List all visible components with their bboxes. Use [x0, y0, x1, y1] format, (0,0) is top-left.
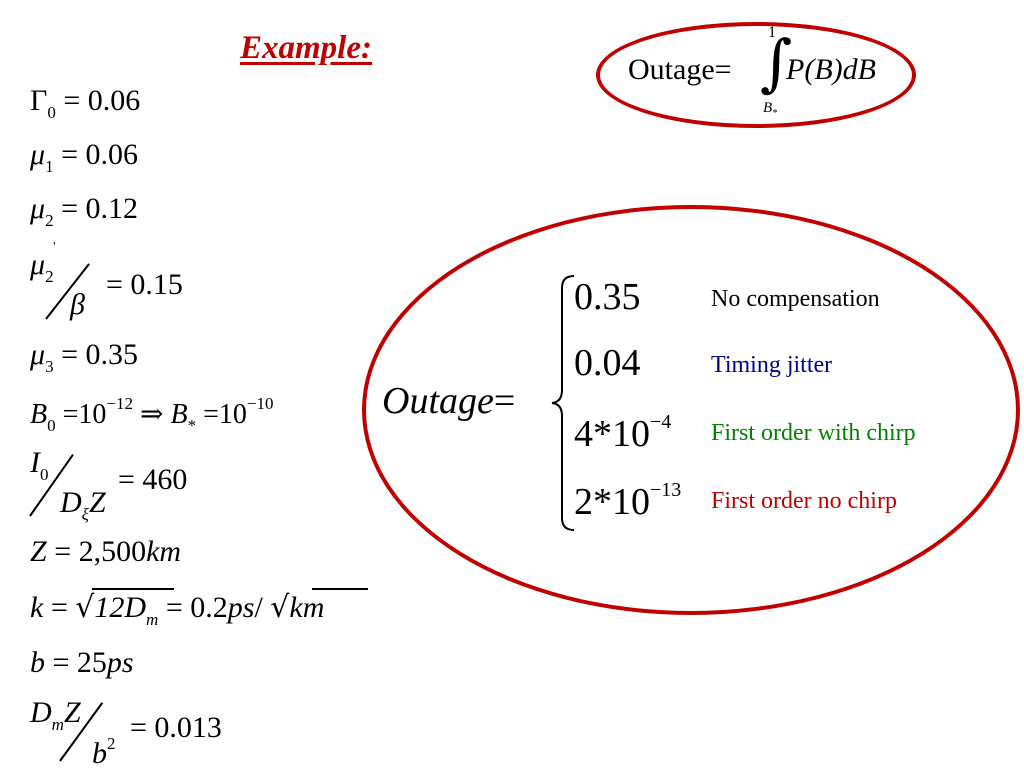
z-symbol: Z: [88, 486, 106, 519]
param-k: k = √12Dm = 0.2ps/ √km: [30, 590, 325, 629]
outage-case-value-text: 0.04: [574, 342, 641, 384]
gamma-subscript: 0: [47, 103, 56, 122]
mu-subscript: 1: [45, 157, 54, 176]
i0-numerator: I0: [30, 446, 49, 484]
i0-value: = 460: [118, 463, 188, 496]
b-unit: ps: [106, 646, 134, 679]
dm-subscript: m: [51, 715, 64, 734]
dmz-denominator: b2: [92, 735, 116, 769]
integral-upper-limit: 1: [768, 24, 776, 41]
outage-cases-ellipse: [362, 205, 1020, 615]
gamma0-value: = 0.06: [63, 84, 141, 117]
mu-subscript: 2: [45, 211, 54, 230]
outage-case-label: First order with chirp: [711, 420, 916, 446]
outage-case-value: 0.04: [574, 344, 641, 382]
dmz-numerator: DmZ: [30, 696, 81, 734]
k-radicand: 12D: [94, 591, 147, 624]
b0-symbol: B: [30, 399, 48, 430]
b-value: = 25: [52, 646, 107, 679]
implies-arrow: ⇒: [140, 399, 164, 430]
bstar-exponent: −10: [246, 394, 274, 413]
k-value: = 0.2: [165, 591, 228, 624]
slide-title: Example:: [240, 30, 372, 66]
integrand: P(B)dB: [786, 53, 876, 86]
mu2prime-numerator: μ2: [30, 248, 54, 286]
beta-denominator: β: [70, 288, 85, 321]
z-symbol: Z: [30, 535, 47, 568]
dm-subscript: m: [146, 610, 159, 629]
dmz-value: = 0.013: [130, 711, 222, 744]
i0-denominator: DξZ: [60, 486, 106, 524]
outage-label: Outage: [382, 380, 494, 422]
mu-symbol: μ: [30, 138, 46, 171]
outage-equals: =: [493, 380, 516, 422]
k-unit: ps: [227, 591, 255, 624]
mu-subscript: 3: [45, 357, 54, 376]
integral-sign: ∫: [760, 26, 793, 99]
bstar-subscript: *: [187, 416, 197, 435]
outage-case-exponent: −4: [650, 411, 672, 433]
left-brace: [551, 275, 575, 531]
bstar-equals: =10: [203, 399, 247, 430]
mu2prime-value: = 0.15: [106, 268, 183, 301]
outage-case-label: No compensation: [711, 286, 880, 312]
z-symbol: Z: [63, 696, 81, 729]
b0-exponent: −12: [106, 394, 133, 413]
b-exponent: 2: [107, 734, 116, 753]
k-slash: /: [254, 591, 263, 624]
mu-symbol: μ: [30, 338, 46, 371]
z-value: = 2,500: [54, 535, 147, 568]
outage-case-label: First order no chirp: [711, 488, 897, 514]
b0-equals: =10: [62, 399, 107, 430]
outage-case-value: 2*10−13: [574, 480, 681, 521]
b0-subscript: 0: [47, 416, 56, 435]
param-mu3: μ3 = 0.35: [30, 338, 138, 376]
param-mu2: μ2 = 0.12: [30, 192, 138, 230]
outage-case-value: 0.35: [574, 278, 641, 316]
sqrt-vinculum: [92, 588, 174, 590]
outage-integral-lhs-text: Outage: [628, 53, 715, 86]
d-symbol: D: [30, 696, 52, 729]
xi-subscript: ξ: [81, 505, 89, 524]
k-radicand-unit: km: [289, 591, 325, 624]
param-b: b = 25ps: [30, 648, 134, 678]
prime-mark: ': [53, 240, 56, 255]
integral-lower-limit-text: B: [763, 100, 773, 116]
outage-case-value: 4*10−4: [574, 412, 671, 453]
outage-integral-lhs: Outage=: [628, 55, 732, 85]
b-symbol: b: [30, 646, 45, 679]
param-mu1: μ1 = 0.06: [30, 138, 138, 176]
outage-case-value-text: 4*10: [574, 413, 650, 455]
i0-symbol: I: [30, 446, 40, 479]
param-z: Z = 2,500km: [30, 537, 181, 567]
integral-lower-limit-sub: *: [772, 108, 778, 119]
outage-case-value-text: 2*10: [574, 481, 650, 523]
outage-integral-eq: =: [714, 53, 732, 86]
mu1-value: = 0.06: [61, 138, 138, 171]
sqrt-sign: √: [270, 590, 290, 625]
integral-lower-limit: B*: [763, 100, 777, 119]
mu3-value: = 0.35: [61, 338, 138, 371]
outage-integral-ellipse: [596, 22, 916, 128]
sqrt-sign: √: [75, 590, 95, 625]
sqrt-vinculum: [312, 588, 368, 590]
mu-subscript: 2: [45, 267, 54, 286]
bstar-symbol: B: [170, 399, 188, 430]
outage-case-value-text: 0.35: [574, 276, 641, 318]
gamma-symbol: Γ: [30, 84, 48, 117]
z-unit: km: [146, 535, 182, 568]
k-symbol: k: [30, 591, 44, 624]
d-symbol: D: [60, 486, 82, 519]
param-gamma0: Γ0 = 0.06: [30, 84, 141, 122]
mu2-value: = 0.12: [61, 192, 138, 225]
param-b0: B0 =10−12 ⇒ B* =10−10: [30, 395, 273, 434]
k-equals: =: [50, 591, 68, 624]
outage-cases-lhs: Outage=: [382, 382, 515, 420]
i0-subscript: 0: [40, 465, 49, 484]
mu-symbol: μ: [30, 248, 46, 281]
outage-case-exponent: −13: [650, 479, 682, 501]
b-symbol: b: [92, 737, 107, 770]
mu-symbol: μ: [30, 192, 46, 225]
outage-case-label: Timing jitter: [711, 352, 833, 378]
